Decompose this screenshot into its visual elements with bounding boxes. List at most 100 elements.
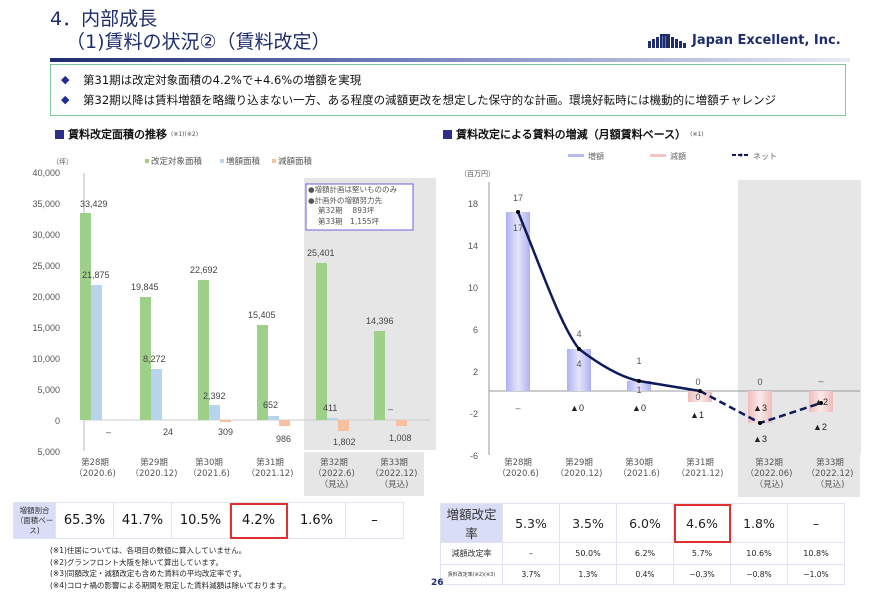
rate-cell: –	[502, 542, 560, 565]
rate-cell: 50.0%	[559, 542, 617, 565]
footnote: (※3)同額改定・減額改定も含めた賃料の平均改定率です。	[50, 569, 247, 578]
rate-cell: 3.5%	[559, 503, 617, 543]
rent-change-chart: （百万円） 増額 減額 ネット 18 14 10 6 2 -2 -6	[440, 145, 870, 465]
x-label: 第29期 （2020.12)	[130, 458, 178, 479]
svg-text:4: 4	[576, 359, 581, 369]
x-label: 第29期 （2020.12)	[555, 458, 603, 479]
svg-text:22,692: 22,692	[190, 265, 218, 275]
left-section-heading: 賃料改定面積の推移 (※1)(※2)	[55, 126, 198, 142]
square-bullet-icon	[55, 129, 64, 139]
x-label: 第30期 （2021.6)	[618, 458, 660, 479]
svg-text:▲1: ▲1	[690, 410, 704, 420]
svg-text:-6: -6	[470, 451, 478, 461]
title-line-1: 4．内部成長	[50, 8, 158, 30]
x-label: 第31期 （2021.12)	[676, 458, 724, 479]
square-bullet-icon	[443, 129, 452, 139]
footnotes: (※1)住居については、各項目の数値に算入していません。 (※2)グランフロント…	[50, 545, 290, 591]
x-label-forecast: 第32期 （2022.6) （見込)	[304, 452, 364, 496]
page-number: 26	[431, 578, 444, 588]
svg-text:▲0: ▲0	[632, 403, 646, 413]
svg-text:14: 14	[468, 241, 478, 251]
rate-cell: 10.8%	[787, 542, 845, 565]
svg-text:20,000: 20,000	[32, 292, 60, 302]
right-section-title: 賃料改定による賃料の増減（月額賃料ベース）	[456, 128, 687, 141]
row-header: 増額改定率	[440, 503, 503, 543]
svg-text:▲3: ▲3	[753, 403, 767, 413]
table-row: 増額改定率 5.3% 3.5% 6.0% 4.6% 1.8% –	[440, 503, 845, 543]
footnote: (※1)住居については、各項目の数値に算入していません。	[50, 546, 247, 555]
diamond-bullet-icon: ◆	[61, 93, 70, 106]
rate-cell: 5.3%	[502, 503, 560, 543]
svg-text:14,396: 14,396	[366, 316, 394, 326]
rate-cell: 1.8%	[730, 503, 788, 543]
footnote: (※4)コロナ禍の影響による期間を限定した賃料減額は除いております。	[50, 580, 291, 590]
x-label-forecast: 第32期 （2022.06) （見込)	[738, 455, 800, 497]
summary-text: 第32期以降は賃料増額を略織り込まない一方、ある程度の減額更改を想定した保守的な…	[83, 93, 777, 107]
rate-cell: −1.0%	[787, 564, 845, 585]
annotation-box: ●増額計画は堅いもののみ ●計画外の増額努力先 第32期 893坪 第33期 1…	[308, 185, 397, 227]
summary-text: 第31期は改定対象面積の4.2%で+4.6%の増額を実現	[83, 73, 362, 87]
building-logo-icon	[648, 33, 686, 48]
svg-text:–: –	[818, 376, 823, 386]
svg-text:1: 1	[636, 385, 641, 395]
diamond-bullet-icon: ◆	[61, 73, 70, 86]
svg-text:18: 18	[468, 199, 478, 209]
rate-cell: 1.3%	[559, 564, 617, 585]
x-label: 第28期 （2020.6)	[497, 458, 539, 479]
svg-text:1: 1	[636, 356, 641, 366]
svg-text:増額: 増額	[588, 151, 604, 161]
svg-text:1,802: 1,802	[333, 437, 356, 447]
svg-text:652: 652	[263, 400, 278, 410]
svg-text:1,008: 1,008	[389, 433, 412, 443]
annotation-line: ●増額計画は堅いもののみ	[308, 185, 398, 194]
annotation-line: 第33期 1,155坪	[318, 216, 380, 226]
rate-cell: –	[787, 503, 845, 543]
svg-text:411: 411	[323, 403, 337, 413]
svg-text:–: –	[106, 427, 111, 437]
svg-text:減額: 減額	[670, 151, 686, 161]
annotation-line: ●計画外の増額努力先	[308, 195, 383, 205]
title-line-2: （1)賃料の状況②（賃料改定）	[66, 31, 331, 53]
company-logo: Japan Excellent, Inc.	[648, 33, 841, 48]
increase-ratio-table: 増額割合 （面積ベース) 65.3% 41.7% 10.5% 4.2% 1.6% …	[13, 502, 404, 539]
summary-item: ◆ 第31期は改定対象面積の4.2%で+4.6%の増額を実現	[61, 70, 835, 90]
svg-text:40,000: 40,000	[32, 168, 60, 178]
svg-text:25,000: 25,000	[32, 261, 60, 271]
svg-text:15,405: 15,405	[248, 310, 276, 320]
revision-rate-table: 増額改定率 5.3% 3.5% 6.0% 4.6% 1.8% – 減額改定率 –…	[440, 503, 845, 585]
svg-text:6: 6	[473, 325, 478, 335]
svg-text:▲2: ▲2	[813, 422, 827, 432]
right-section-heading: 賃料改定による賃料の増減（月額賃料ベース） (※1)	[443, 126, 704, 142]
svg-text:30,000: 30,000	[32, 230, 60, 240]
svg-text:▲0: ▲0	[570, 403, 584, 413]
page-title: 4．内部成長 （1)賃料の状況②（賃料改定）	[50, 8, 331, 54]
svg-text:2,392: 2,392	[203, 391, 226, 401]
svg-text:8,272: 8,272	[143, 354, 166, 364]
svg-text:24: 24	[163, 427, 173, 437]
svg-text:5,000: 5,000	[37, 385, 60, 395]
svg-text:17: 17	[513, 193, 523, 203]
table-row: 賃料改定率(※2)(※3) 3.7% 1.3% 0.4% −0.3% −0.8%…	[440, 564, 845, 585]
right-section-note: (※1)	[690, 130, 704, 138]
area-bar-chart: 40,000 35,000 30,000 25,000 20,000 15,00…	[30, 150, 440, 500]
svg-text:15,000: 15,000	[32, 323, 60, 333]
svg-text:33,429: 33,429	[80, 199, 108, 209]
svg-text:改定対象面積: 改定対象面積	[151, 156, 203, 166]
svg-text:10: 10	[468, 283, 478, 293]
svg-text:ネット: ネット	[753, 152, 777, 161]
svg-text:309: 309	[218, 427, 233, 437]
svg-text:35,000: 35,000	[32, 199, 60, 209]
svg-text:–: –	[388, 404, 393, 414]
rate-cell: 0.4%	[616, 564, 674, 585]
svg-text:986: 986	[276, 434, 291, 444]
ratio-cell: 1.6%	[287, 502, 346, 539]
svg-text:▲3: ▲3	[753, 434, 767, 444]
rate-cell: −0.3%	[673, 564, 731, 585]
ratio-cell: –	[345, 502, 404, 539]
rate-cell: −0.8%	[730, 564, 788, 585]
rate-cell: 6.2%	[616, 542, 674, 565]
y-unit-label: （坪）	[52, 158, 73, 166]
svg-text:増額面積: 増額面積	[226, 156, 261, 166]
svg-text:25,401: 25,401	[307, 248, 335, 258]
svg-text:0: 0	[695, 392, 700, 402]
